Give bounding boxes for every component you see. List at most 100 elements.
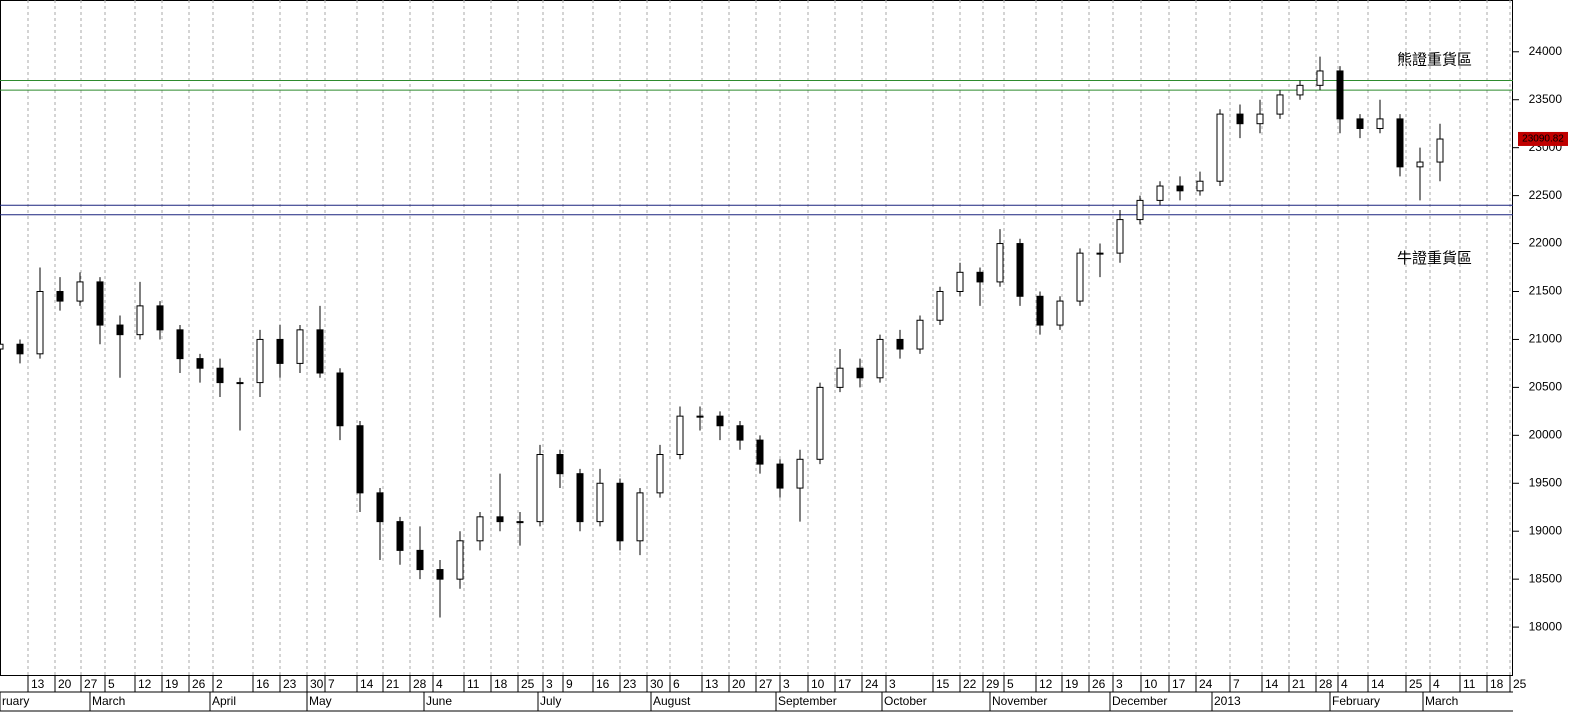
y-tick-label: 20500 bbox=[1529, 380, 1563, 394]
candle-body bbox=[156, 305, 164, 331]
x-tick-label: 14 bbox=[360, 677, 374, 691]
candle-body bbox=[936, 290, 944, 321]
candle-body bbox=[96, 281, 104, 326]
x-tick-label: 2 bbox=[216, 677, 223, 691]
candle-body bbox=[1276, 94, 1284, 115]
candle-body bbox=[16, 343, 24, 355]
candle-body bbox=[1416, 161, 1424, 168]
x-tick-label: 11 bbox=[1463, 677, 1476, 691]
candle-body bbox=[876, 338, 884, 379]
candle-body bbox=[1316, 70, 1324, 86]
candle-body bbox=[1216, 113, 1224, 182]
x-tick-label: 19 bbox=[1065, 677, 1079, 691]
candle-body bbox=[796, 458, 804, 489]
x-tick-label: 24 bbox=[1199, 677, 1213, 691]
x-tick-label: 5 bbox=[1007, 677, 1014, 691]
x-tick-label: 25 bbox=[521, 677, 535, 691]
candle-body bbox=[816, 386, 824, 460]
candle-body bbox=[276, 338, 284, 364]
month-label: November bbox=[992, 694, 1047, 708]
month-label: March bbox=[1425, 694, 1458, 708]
candle-body bbox=[1436, 138, 1444, 163]
candle-body bbox=[1296, 84, 1304, 96]
x-tick-label: 28 bbox=[413, 677, 427, 691]
candle-body bbox=[1336, 70, 1344, 120]
candle-body bbox=[396, 521, 404, 551]
x-tick-label: 28 bbox=[1319, 677, 1333, 691]
candle-body bbox=[1376, 118, 1384, 129]
y-tick-label: 19000 bbox=[1529, 523, 1563, 537]
candle-body bbox=[756, 439, 764, 465]
x-tick-label: 25 bbox=[1513, 677, 1527, 691]
candle-body bbox=[56, 290, 64, 302]
candle-body bbox=[836, 367, 844, 388]
y-tick-label: 23500 bbox=[1529, 92, 1563, 106]
candle-body bbox=[1136, 199, 1144, 221]
x-tick-label: 29 bbox=[986, 677, 1000, 691]
x-tick-label: 3 bbox=[783, 677, 790, 691]
candle-body bbox=[516, 521, 524, 524]
x-tick-label: 21 bbox=[386, 677, 400, 691]
candle-body bbox=[496, 516, 504, 523]
candle-body bbox=[296, 329, 304, 364]
x-tick-label: 11 bbox=[467, 677, 480, 691]
x-tick-label: 27 bbox=[84, 677, 98, 691]
candle-body bbox=[1396, 118, 1404, 168]
x-tick-label: 3 bbox=[546, 677, 553, 691]
y-tick-label: 24000 bbox=[1529, 44, 1563, 58]
candle-body bbox=[636, 492, 644, 542]
candle-body bbox=[1176, 185, 1184, 192]
month-label: May bbox=[309, 694, 332, 708]
candle-body bbox=[316, 329, 324, 374]
x-tick-label: 5 bbox=[108, 677, 115, 691]
candle-body bbox=[1156, 185, 1164, 201]
x-tick-label: 13 bbox=[705, 677, 719, 691]
candle-body bbox=[216, 367, 224, 384]
candle-body bbox=[776, 463, 784, 489]
x-tick-label: 6 bbox=[673, 677, 680, 691]
candle-body bbox=[616, 482, 624, 542]
candle-body bbox=[736, 425, 744, 441]
month-label: September bbox=[778, 694, 837, 708]
last-price-box bbox=[1518, 131, 1568, 146]
candle-body bbox=[896, 338, 904, 350]
x-tick-label: 13 bbox=[31, 677, 45, 691]
x-tick-label: 24 bbox=[865, 677, 879, 691]
x-tick-label: 23 bbox=[283, 677, 297, 691]
level-label: 熊證重貨區 bbox=[1397, 52, 1472, 69]
last-price-label: 23090.82 bbox=[1522, 134, 1564, 145]
x-tick-label: 12 bbox=[138, 677, 152, 691]
x-tick-label: 22 bbox=[963, 677, 977, 691]
x-tick-label: 7 bbox=[1233, 677, 1240, 691]
candle-body bbox=[916, 319, 924, 350]
x-tick-label: 27 bbox=[759, 677, 773, 691]
month-label: March bbox=[92, 694, 125, 708]
x-tick-label: 3 bbox=[889, 677, 896, 691]
candle-body bbox=[996, 243, 1004, 283]
candle-body bbox=[1036, 295, 1044, 326]
candle-body bbox=[1236, 113, 1244, 125]
month-label: December bbox=[1112, 694, 1167, 708]
candle-body bbox=[856, 367, 864, 379]
x-tick-label: 30 bbox=[310, 677, 324, 691]
candle-body bbox=[596, 482, 604, 523]
x-tick-label: 23 bbox=[623, 677, 637, 691]
candle-body bbox=[1076, 252, 1084, 302]
candle-body bbox=[436, 569, 444, 580]
month-label: October bbox=[884, 694, 927, 708]
x-tick-label: 10 bbox=[1144, 677, 1158, 691]
candle-body bbox=[696, 415, 704, 418]
month-label: July bbox=[540, 694, 561, 708]
candle-body bbox=[956, 271, 964, 292]
candle-body bbox=[1016, 243, 1024, 297]
y-tick-label: 21000 bbox=[1529, 332, 1563, 346]
candle-body bbox=[76, 281, 84, 302]
candle-body bbox=[656, 454, 664, 494]
x-tick-label: 16 bbox=[596, 677, 610, 691]
candle-body bbox=[476, 516, 484, 542]
x-tick-label: 17 bbox=[838, 677, 852, 691]
x-tick-label: 30 bbox=[650, 677, 664, 691]
x-tick-label: 14 bbox=[1371, 677, 1385, 691]
candle-body bbox=[176, 329, 184, 360]
